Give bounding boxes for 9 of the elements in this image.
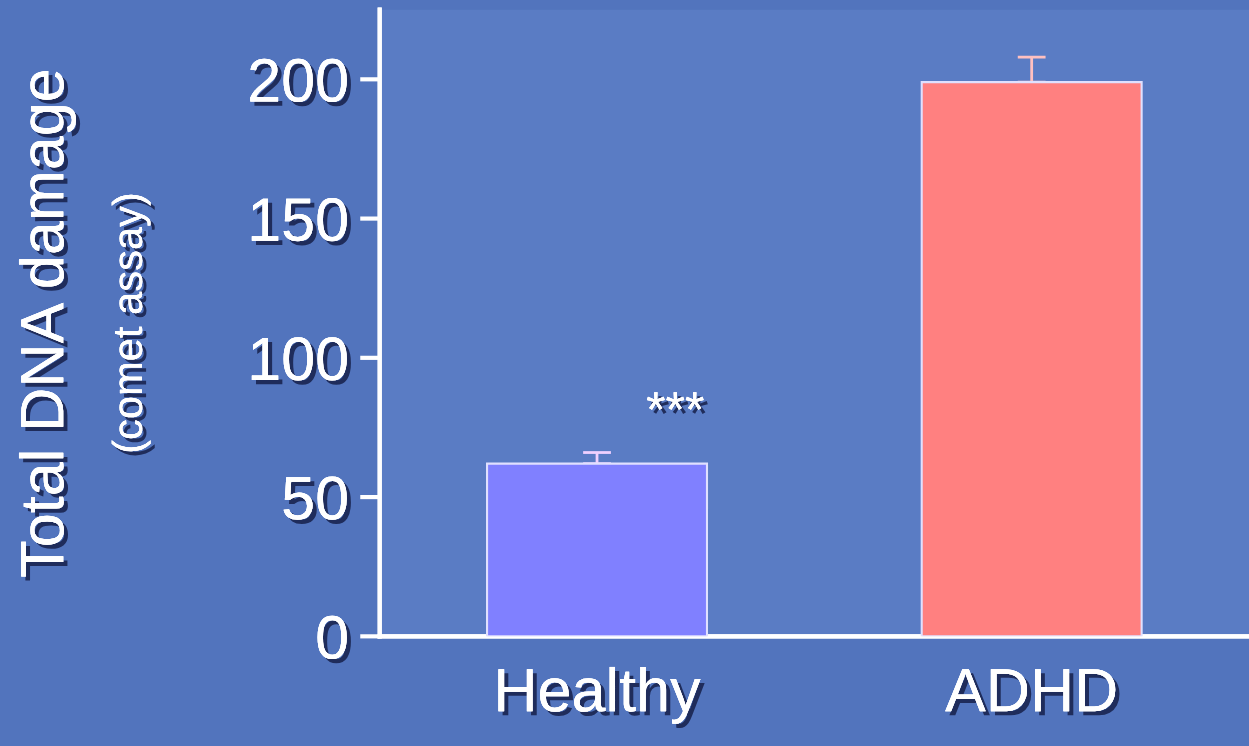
y-tick-label: 0 — [317, 615, 351, 664]
annotation: *** — [646, 392, 708, 414]
x-tick-label: ADHD — [945, 669, 1120, 716]
y-tick-label: 100 — [251, 337, 351, 385]
x-tick-label: Healthy — [498, 666, 705, 729]
y-tick-label: 150 — [251, 198, 351, 246]
y-tick-label: 200 — [250, 58, 351, 107]
y-axis-title: Total DNA damage (comet assay) — [18, 70, 155, 581]
y-tick-label: 50 — [283, 476, 351, 524]
